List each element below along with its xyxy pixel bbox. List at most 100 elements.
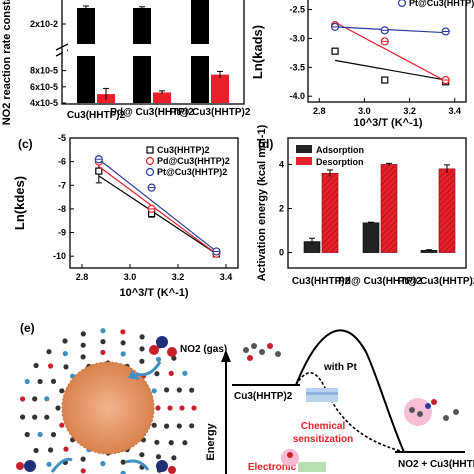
no2-molecule-icon-2 bbox=[16, 460, 36, 472]
mof-atom bbox=[120, 340, 126, 346]
mof-atom bbox=[63, 364, 69, 370]
panel-d: (d) Activation energy (kcal mol-1) 0 2 4 Ad… bbox=[256, 124, 474, 287]
panel-a-frame bbox=[61, 0, 245, 105]
panel-d-ytick-label: 0 bbox=[279, 248, 284, 258]
panel-a-category-0: Cu3(HHTP)2 bbox=[67, 110, 126, 121]
panel-a-bar-red bbox=[153, 92, 171, 103]
panel-d-ylabel: Activation energy (kcal mol-1) bbox=[256, 124, 268, 281]
adsorption-arrowhead-icon bbox=[128, 370, 140, 380]
panel-b-fit-line bbox=[334, 59, 446, 81]
mof-atom bbox=[62, 338, 68, 344]
mof-atom bbox=[32, 414, 38, 420]
panel-c-point-square bbox=[95, 167, 103, 175]
panel-a-ylabel: NO2 reaction rate constant bbox=[1, 0, 13, 125]
mof-atom bbox=[80, 342, 86, 348]
panel-d-category-0: Cu3(HHTP)2 bbox=[292, 276, 351, 287]
panel-b-ytick-label: -3.5 bbox=[289, 62, 305, 72]
mof-atom bbox=[167, 405, 173, 411]
mof-atom bbox=[164, 423, 170, 429]
panel-c-fit-line bbox=[98, 175, 217, 255]
panel-c-ytick-label: -5 bbox=[58, 133, 66, 143]
energy-axis-arrow-icon bbox=[221, 350, 231, 362]
mof-atom bbox=[50, 432, 57, 438]
panel-c-xlabel: 10^3/T (K^-1) bbox=[119, 287, 188, 299]
energy-curve-low bbox=[295, 372, 405, 453]
panel-b-marks: 2.8 3.0 3.2 3.4 -2.5 -3.0 -3.5 -4.0 Pt@Cu3(HHTP)… bbox=[289, 0, 474, 116]
panel-c-legend-marker bbox=[146, 146, 154, 154]
mof-atom bbox=[59, 388, 65, 394]
panel-a-tick-label: 2x10-2 bbox=[30, 19, 58, 29]
mof-atom bbox=[44, 396, 50, 402]
panel-c-fit-line bbox=[98, 165, 217, 255]
mof-atom bbox=[80, 354, 86, 360]
panel-a-bar-black-lower bbox=[191, 56, 209, 103]
mof-atom bbox=[63, 446, 69, 452]
mof-atom bbox=[44, 414, 50, 420]
panel-a-marks: 2x10-2 8x10-5 6x10-5 4x10-5 bbox=[30, 0, 229, 108]
panel-c-xtick-label: 3.0 bbox=[124, 272, 137, 282]
mof-atom bbox=[168, 440, 174, 446]
mof-atom bbox=[155, 405, 161, 411]
mof-atom bbox=[48, 447, 54, 453]
axis-break-mark bbox=[55, 43, 69, 51]
mof-atom bbox=[154, 439, 160, 445]
mof-atom bbox=[37, 378, 43, 385]
mof-atom bbox=[100, 461, 106, 467]
mof-atom bbox=[33, 447, 39, 454]
panel-c-xtick-label: 2.8 bbox=[76, 272, 89, 282]
panel-e-label: (e) bbox=[20, 321, 35, 335]
mof-atom bbox=[189, 387, 195, 393]
mof-illustration bbox=[20, 328, 197, 474]
chemical-label-line2: sensitization bbox=[293, 434, 354, 445]
panel-c-label: (c) bbox=[18, 137, 33, 151]
barrier-label: with Pt bbox=[323, 362, 357, 373]
panel-d-bar-desorption bbox=[438, 168, 456, 253]
panel-a-bar-black-upper bbox=[77, 8, 95, 44]
desorption-arrow-icon bbox=[50, 457, 73, 473]
panel-a-category-2: Pt@ Cu3(HHTP)2 bbox=[170, 107, 251, 118]
panel-b-xlabel: 10^3/T (K^-1) bbox=[353, 117, 422, 129]
panel-d-marks: 0 2 4 Adsorption Desorption bbox=[279, 145, 456, 258]
panel-c: (c) Ln(kdes) 10^3/T (K^-1) 2.8 3.0 3.2 3.4 -… bbox=[12, 133, 239, 299]
electronic-label: Electronic bbox=[248, 462, 297, 473]
desorption-arrow-icon-2 bbox=[125, 459, 150, 471]
panel-c-fit-line bbox=[98, 158, 217, 252]
no2-molecule-icon-3 bbox=[156, 460, 176, 474]
mof-atom bbox=[20, 414, 26, 420]
no2-molecule-icon bbox=[149, 336, 177, 357]
panel-b-xtick-label: 3.2 bbox=[403, 106, 416, 116]
mof-atom bbox=[32, 396, 38, 402]
end-label: NO2 + Cu3(HHTP)2 bbox=[398, 459, 474, 470]
mof-atom bbox=[100, 349, 106, 355]
panel-a-bar-red bbox=[211, 74, 229, 103]
panel-b-point-square bbox=[331, 47, 339, 55]
mof-atom bbox=[179, 405, 185, 411]
mof-atom bbox=[168, 370, 174, 376]
panel-c-legend-label: Pt@Cu3(HHTP)2 bbox=[157, 167, 227, 177]
mof-atom bbox=[59, 422, 65, 428]
panel-b-xtick-label: 3.0 bbox=[358, 106, 371, 116]
mof-atom bbox=[182, 370, 188, 376]
energy-curve-high bbox=[295, 329, 405, 453]
start-label: Cu3(HHTP)2 bbox=[234, 391, 293, 402]
panel-a-bar-black-lower bbox=[77, 56, 95, 103]
panel-c-frame bbox=[69, 137, 239, 269]
panel-c-ytick-label: -7 bbox=[58, 180, 66, 190]
panel-b-ytick-label: -4.0 bbox=[289, 91, 305, 101]
mof-atom bbox=[80, 468, 86, 474]
panel-b-ytick-label: -3.0 bbox=[289, 33, 305, 43]
mof-atom bbox=[155, 454, 162, 460]
panel-c-ytick-label: -9 bbox=[58, 228, 66, 238]
mof-atom bbox=[48, 363, 54, 369]
mof-atom bbox=[120, 470, 126, 474]
panel-b-legend-marker bbox=[397, 0, 407, 8]
pt-surface-thumbnail-icon bbox=[306, 388, 338, 402]
panel-c-legend-marker bbox=[145, 167, 155, 177]
axis-break-gap bbox=[63, 47, 67, 53]
mof-atom bbox=[80, 456, 86, 462]
panel-c-ytick-label: -6 bbox=[58, 157, 66, 167]
mof-atom bbox=[176, 387, 182, 393]
mof-atom bbox=[164, 387, 170, 393]
panel-b-ytick-label: -2.5 bbox=[289, 5, 305, 15]
panel-b-fit-line bbox=[334, 21, 446, 82]
